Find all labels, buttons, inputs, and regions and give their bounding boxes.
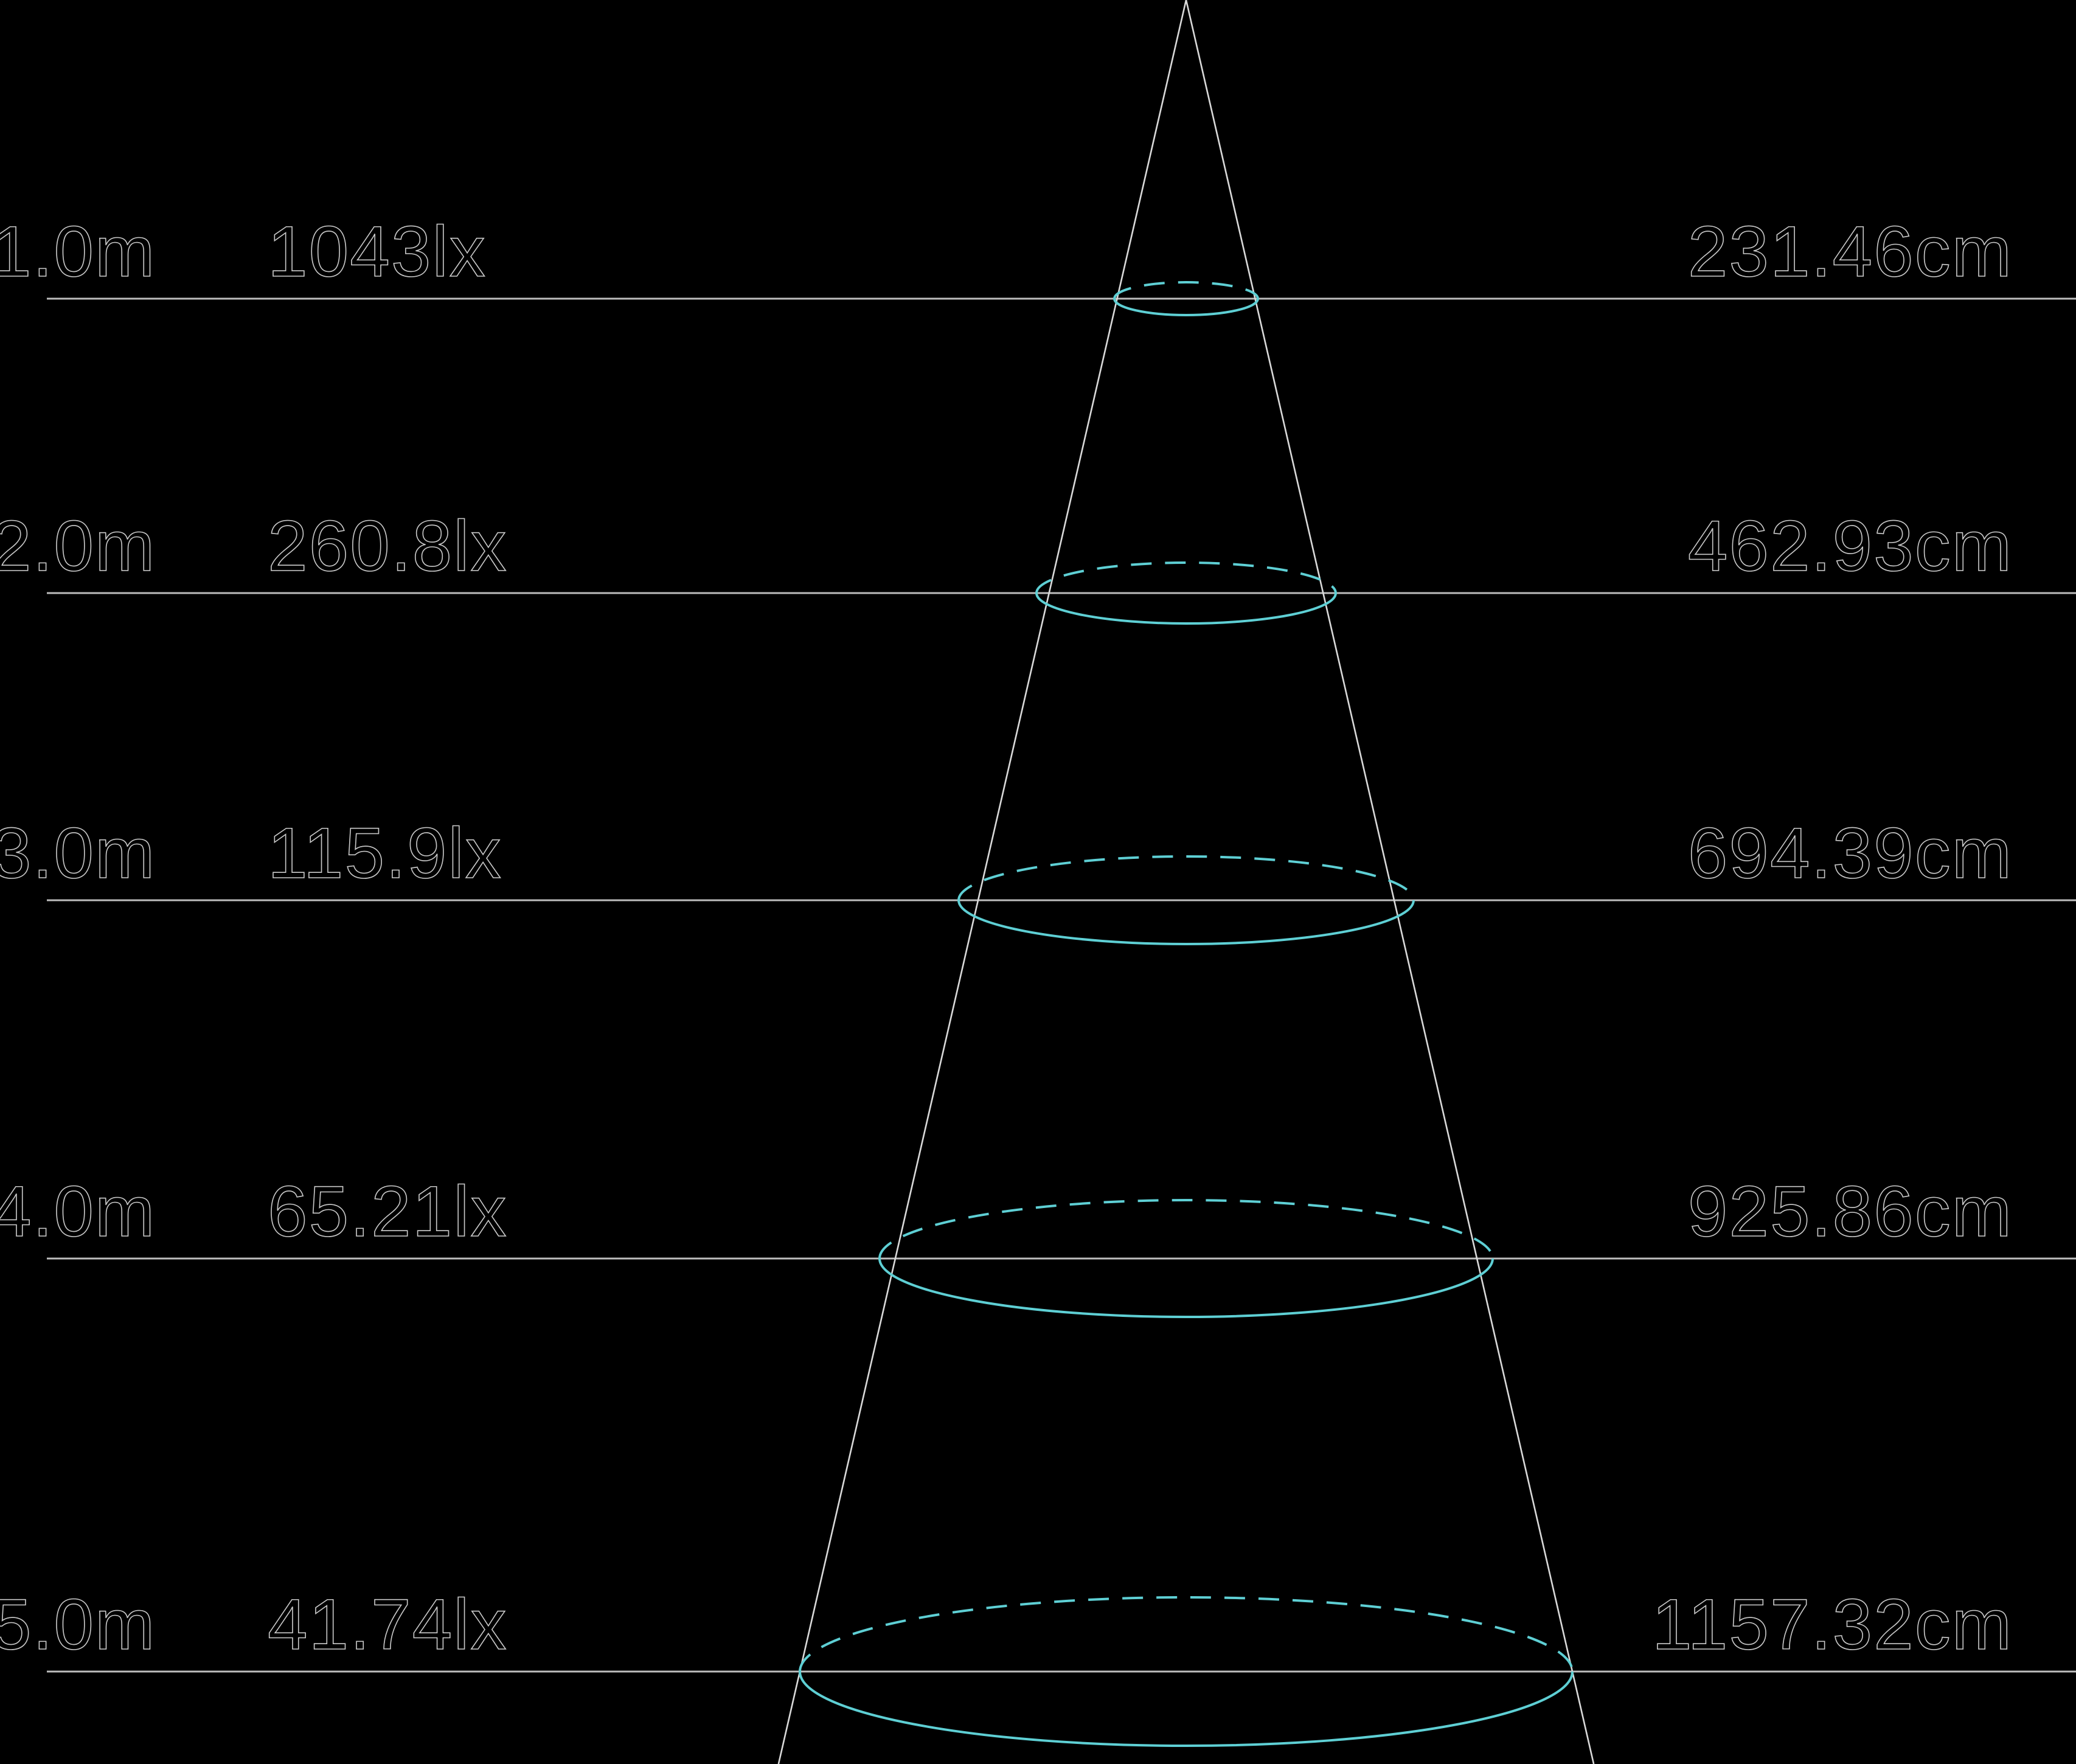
beam-ellipse-back-4 (878, 1199, 1494, 1259)
cone-edge-left (777, 0, 1187, 1764)
beam-ellipse-back-3 (957, 855, 1415, 901)
beam-ellipse-front-1 (1113, 298, 1259, 316)
beam-ellipse-back-1 (1113, 281, 1259, 299)
measure-line-group (47, 297, 2076, 1673)
beam-ellipse-front-2 (1035, 592, 1337, 625)
beam-ellipse-front-4 (878, 1258, 1494, 1318)
cone-edge-group (777, 0, 1595, 1764)
beam-ellipse-back-5 (799, 1596, 1574, 1672)
beam-ellipse-front-5 (799, 1671, 1574, 1747)
beam-ellipse-front-3 (957, 900, 1415, 945)
beam-ellipse-back-2 (1035, 561, 1337, 594)
beam-ellipse-group (799, 281, 1574, 1747)
